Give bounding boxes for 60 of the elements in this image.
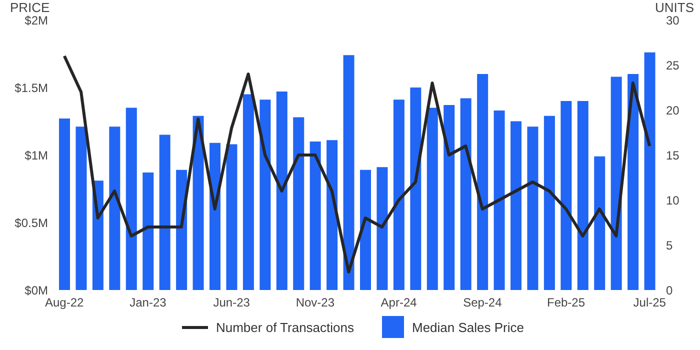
bar [410, 88, 422, 290]
bar [628, 74, 639, 290]
bar [426, 108, 438, 290]
bar [527, 126, 538, 290]
y-tick-label: $0M [24, 283, 48, 298]
y-tick-label: $0.5M [14, 216, 48, 230]
bar [326, 140, 338, 290]
bar [360, 170, 371, 290]
x-tick-label: Jan-23 [130, 296, 167, 310]
x-tick-label: Jul-25 [633, 296, 666, 310]
y-tick-label: $2M [24, 13, 48, 28]
bar [544, 116, 555, 290]
bar [276, 92, 288, 290]
x-tick-label: Feb-25 [547, 296, 586, 310]
bar [594, 156, 606, 290]
bar [142, 172, 154, 290]
bar [126, 108, 137, 290]
bar [343, 55, 354, 290]
bar [610, 76, 622, 290]
y2-tick-label: 15 [666, 148, 680, 162]
y-tick-label: $1M [24, 148, 48, 162]
y2-tick-label: 5 [666, 238, 673, 252]
bar [577, 101, 588, 290]
x-tick-label: Jun-23 [213, 296, 250, 310]
bar [644, 52, 656, 290]
bar [510, 121, 522, 290]
y-axis-title: PRICE [10, 0, 50, 15]
y2-axis-title: UNITS [655, 0, 694, 15]
bar [176, 170, 188, 290]
bar [210, 142, 220, 290]
bar [159, 134, 170, 290]
bar [494, 110, 505, 290]
legend-label: Number of Transactions [216, 320, 354, 334]
x-tick-label: Apr-24 [380, 296, 418, 310]
bar [560, 101, 572, 290]
bar [192, 116, 204, 290]
bar [226, 144, 238, 290]
y2-tick-label: 0 [666, 283, 673, 298]
bar [109, 126, 120, 290]
y2-tick-label: 30 [666, 13, 680, 28]
y2-tick-label: 10 [666, 193, 680, 208]
bar [444, 105, 455, 290]
legend-label: Median Sales Price [412, 320, 524, 334]
bar [293, 117, 304, 290]
bar [260, 100, 271, 290]
x-tick-label: Aug-22 [45, 296, 84, 310]
x-tick-label: Nov-23 [296, 296, 335, 310]
bar [393, 100, 404, 290]
bar [376, 167, 388, 290]
x-tick-label: Sep-24 [463, 296, 502, 310]
y-tick-label: $1.5M [14, 80, 48, 95]
bar [59, 118, 70, 290]
bar [460, 98, 472, 290]
y2-tick-label: 25 [666, 58, 680, 72]
y2-tick-label: 20 [666, 103, 680, 118]
bar [76, 126, 87, 290]
bar [477, 74, 488, 290]
bar [310, 142, 321, 290]
bar [242, 94, 254, 290]
line-series [62, 54, 652, 274]
